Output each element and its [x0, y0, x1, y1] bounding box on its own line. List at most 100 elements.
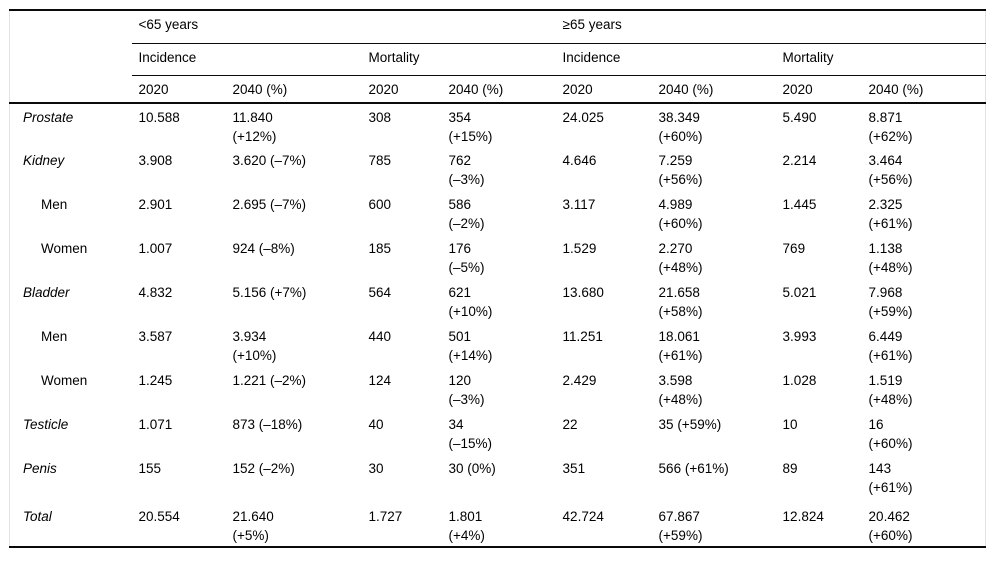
year-header: 2020 [361, 75, 442, 104]
data-cell: 1.727 [368, 509, 403, 524]
measure-header-mortality: Mortality [775, 43, 986, 76]
data-cell: 10.588 [138, 110, 180, 125]
header-corner-cell [10, 10, 132, 43]
data-cell: 38.349 (+60%) [658, 110, 703, 144]
year-header: 2040 (%) [861, 75, 986, 104]
data-cell: 12.824 [782, 509, 824, 524]
measure-header-incidence: Incidence [555, 43, 776, 76]
data-cell: 35 (+59%) [658, 417, 722, 432]
data-cell: 120 (–3%) [448, 373, 485, 407]
table-row-bladder-men: Men 3.587 3.934 (+10%) 440 501 (+14%) 11… [10, 323, 986, 367]
age-group-header-over65: ≥65 years [555, 10, 986, 44]
data-cell: 440 [368, 329, 392, 344]
data-cell: 600 [368, 197, 392, 212]
data-cell: 1.445 [782, 197, 817, 212]
data-cell: 20.462 (+60%) [868, 509, 913, 543]
data-cell: 2.214 [782, 153, 817, 168]
data-cell: 7.968 (+59%) [868, 285, 913, 319]
measure-header-mortality: Mortality [361, 43, 556, 76]
age-group-header-row: <65 years ≥65 years [10, 10, 986, 44]
table-row-bladder: Bladder 4.832 5.156 (+7%) 564 621 (+10%)… [10, 279, 986, 323]
data-cell: 5.490 [782, 110, 817, 125]
data-cell: 143 (+61%) [868, 461, 913, 495]
year-header-row: 2020 2040 (%) 2020 2040 (%) 2020 2040 (%… [9, 75, 986, 104]
data-cell: 152 (–2%) [232, 461, 295, 476]
data-cell: 7.259 (+56%) [658, 153, 703, 187]
data-cell: 762 (–3%) [448, 153, 485, 187]
row-label: Women [41, 241, 88, 256]
data-cell: 3.620 (–7%) [232, 153, 307, 168]
data-cell: 30 [368, 461, 384, 476]
header-corner-cell [10, 43, 132, 75]
table-row-total: Total 20.554 21.640 (+5%) 1.727 1.801 (+… [10, 499, 986, 547]
data-cell: 2.901 [138, 197, 173, 212]
data-cell: 4.832 [138, 285, 173, 300]
year-header: 2040 (%) [225, 75, 362, 104]
data-cell: 3.993 [782, 329, 817, 344]
data-cell: 1.245 [138, 373, 173, 388]
data-cell: 34 (–15%) [448, 417, 493, 451]
table-row-kidney-men: Men 2.901 2.695 (–7%) 600 586 (–2%) 3.11… [10, 191, 986, 235]
year-header: 2020 [555, 75, 652, 104]
data-cell: 3.464 (+56%) [868, 153, 913, 187]
data-cell: 16 (+60%) [868, 417, 913, 451]
table-row-penis: Penis 155 152 (–2%) 30 30 (0%) 351 566 (… [10, 455, 986, 499]
data-cell: 2.325 (+61%) [868, 197, 913, 231]
data-cell: 4.989 (+60%) [658, 197, 703, 231]
data-cell: 873 (–18%) [232, 417, 303, 432]
data-cell: 3.598 (+48%) [658, 373, 703, 407]
data-cell: 1.801 (+4%) [448, 509, 485, 543]
data-cell: 566 (+61%) [658, 461, 729, 476]
data-cell: 3.908 [138, 153, 173, 168]
data-cell: 21.658 (+58%) [658, 285, 703, 319]
data-cell: 4.646 [562, 153, 597, 168]
data-cell: 20.554 [138, 509, 180, 524]
data-cell: 354 (+15%) [448, 110, 493, 144]
year-header: 2020 [131, 75, 226, 104]
data-cell: 6.449 (+61%) [868, 329, 913, 363]
data-cell: 2.695 (–7%) [232, 197, 307, 212]
data-cell: 5.021 [782, 285, 817, 300]
data-cell: 42.724 [562, 509, 604, 524]
row-label: Penis [23, 461, 57, 476]
data-cell: 24.025 [562, 110, 604, 125]
data-cell: 11.840 (+12%) [232, 110, 277, 144]
data-cell: 1.529 [562, 241, 597, 256]
row-label: Prostate [23, 110, 74, 125]
table-row-kidney: Kidney 3.908 3.620 (–7%) 785 762 (–3%) 4… [10, 147, 986, 191]
data-cell: 8.871 (+62%) [868, 110, 913, 144]
data-cell: 1.071 [138, 417, 173, 432]
data-cell: 5.156 (+7%) [232, 285, 307, 300]
data-cell: 621 (+10%) [448, 285, 493, 319]
data-cell: 924 (–8%) [232, 241, 295, 256]
data-cell: 501 (+14%) [448, 329, 493, 363]
year-header: 2040 (%) [441, 75, 556, 104]
data-cell: 785 [368, 153, 392, 168]
data-cell: 124 [368, 373, 392, 388]
data-cell: 13.680 [562, 285, 604, 300]
row-label: Testicle [23, 417, 69, 432]
table-row-testicle: Testicle 1.071 873 (–18%) 40 34 (–15%) 2… [10, 411, 986, 455]
data-cell: 351 [562, 461, 586, 476]
data-cell: 3.934 (+10%) [232, 329, 277, 363]
table-row-prostate: Prostate 10.588 11.840 (+12%) 308 354 (+… [10, 103, 986, 147]
data-cell: 1.138 (+48%) [868, 241, 913, 275]
age-group-header-under65: <65 years [131, 10, 556, 44]
year-header: 2020 [775, 75, 862, 104]
row-label: Women [41, 373, 88, 388]
data-cell: 769 [782, 241, 806, 256]
data-cell: 21.640 (+5%) [232, 509, 274, 543]
data-cell: 1.519 (+48%) [868, 373, 913, 407]
row-label: Total [23, 509, 52, 524]
data-cell: 2.429 [562, 373, 597, 388]
data-cell: 2.270 (+48%) [658, 241, 703, 275]
data-cell: 18.061 (+61%) [658, 329, 703, 363]
data-cell: 586 (–2%) [448, 197, 485, 231]
data-cell: 3.587 [138, 329, 173, 344]
measure-header-row: Incidence Mortality Incidence Mortality [10, 43, 986, 76]
row-label: Men [41, 197, 68, 212]
data-cell: 176 (–5%) [448, 241, 485, 275]
data-cell: 67.867 (+59%) [658, 509, 703, 543]
row-label: Bladder [23, 285, 70, 300]
table-row-bladder-women: Women 1.245 1.221 (–2%) 124 120 (–3%) 2.… [10, 367, 986, 411]
